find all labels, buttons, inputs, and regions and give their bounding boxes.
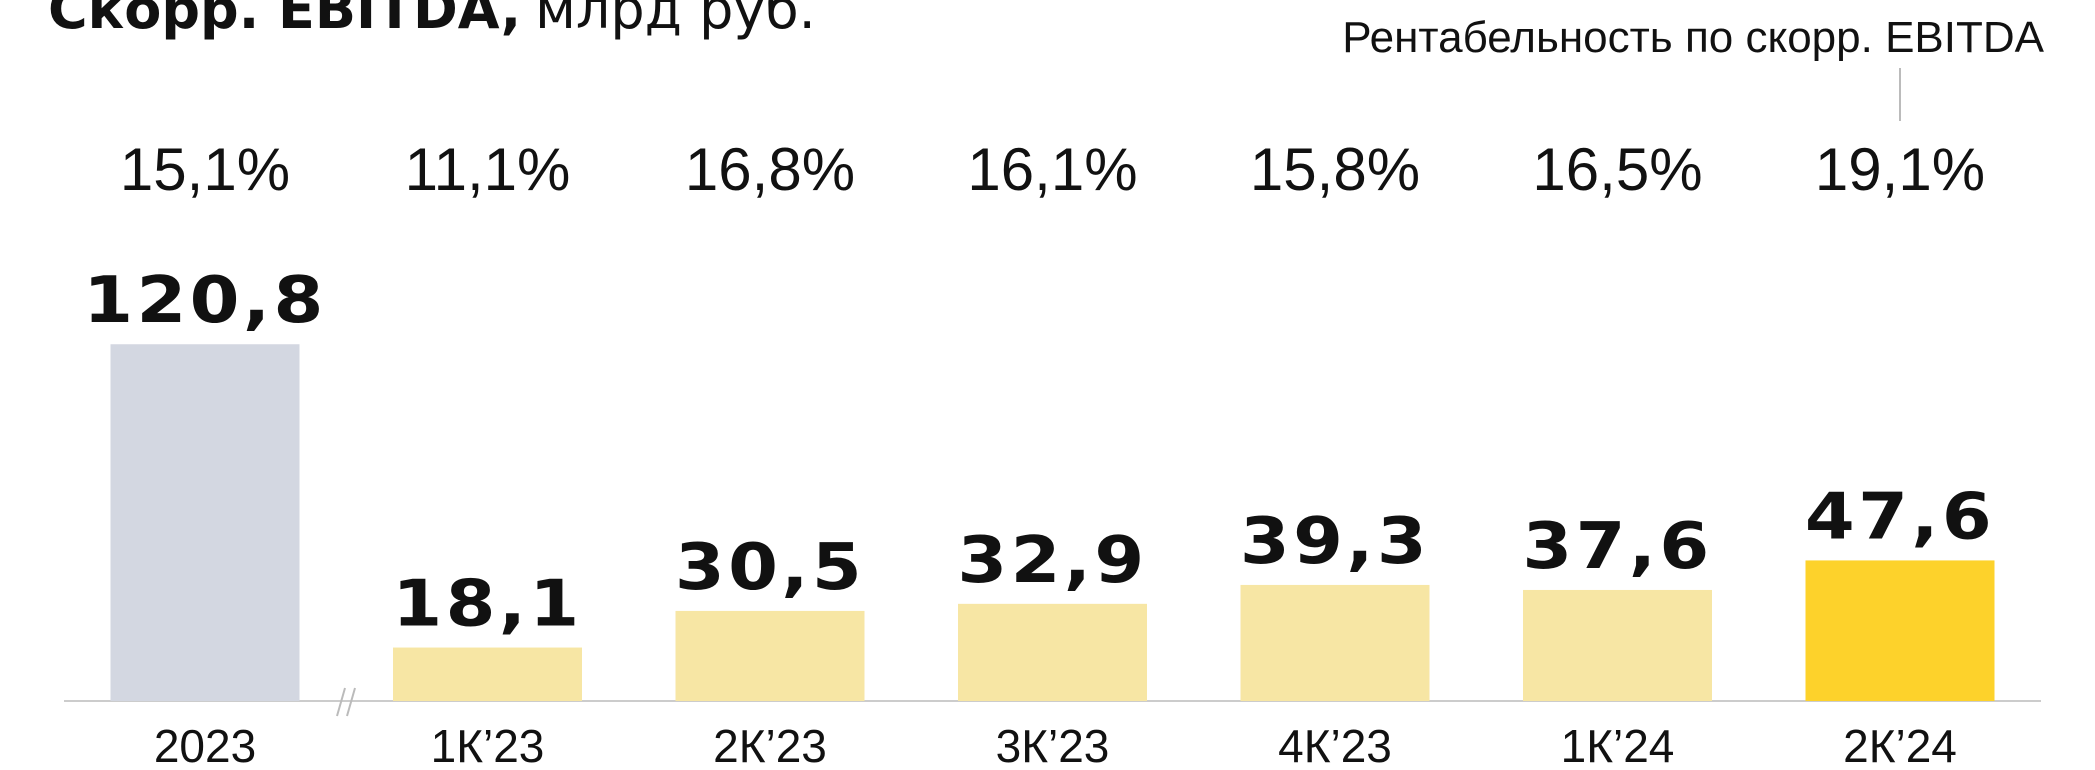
x-tick-label: 2023 xyxy=(154,720,256,770)
axis-break xyxy=(336,687,346,717)
margin-label: 15,1% xyxy=(120,136,290,203)
axis-break xyxy=(346,687,356,717)
x-tick-label: 2К’23 xyxy=(713,720,827,770)
value-label: 30,5 xyxy=(675,531,865,605)
bar xyxy=(1240,584,1430,701)
value-label: 47,6 xyxy=(1805,480,1995,554)
bar xyxy=(675,610,865,701)
value-label: 37,6 xyxy=(1522,510,1712,584)
x-tick-label: 2К’24 xyxy=(1843,720,1957,770)
title-bold: Скорр. EBITDA, xyxy=(48,0,521,41)
value-label: 32,9 xyxy=(957,523,1147,597)
bar xyxy=(393,647,582,701)
chart-title: Скорр. EBITDA, млрд руб. xyxy=(48,0,816,41)
margin-label: 16,8% xyxy=(685,136,855,203)
margin-label: 15,8% xyxy=(1250,136,1420,203)
margin-label: 16,5% xyxy=(1532,136,1702,203)
x-tick-label: 3К’23 xyxy=(996,720,1110,770)
title-unit: млрд руб. xyxy=(535,0,816,41)
bar xyxy=(1805,560,1995,701)
x-tick-label: 1К’23 xyxy=(431,720,545,770)
bar xyxy=(110,344,300,701)
margin-label: 16,1% xyxy=(967,136,1137,203)
margin-label: 19,1% xyxy=(1815,136,1985,203)
bar xyxy=(1523,589,1712,701)
margin-label: 11,1% xyxy=(405,136,571,203)
margin-annotation: Рентабельность по скорр. EBITDA xyxy=(1342,13,2044,62)
x-tick-label: 4К’23 xyxy=(1278,720,1392,770)
value-label: 120,8 xyxy=(83,264,327,338)
x-tick-label: 1К’24 xyxy=(1561,720,1675,770)
bar xyxy=(958,603,1147,701)
value-label: 39,3 xyxy=(1240,505,1430,579)
value-label: 18,1 xyxy=(392,567,582,641)
